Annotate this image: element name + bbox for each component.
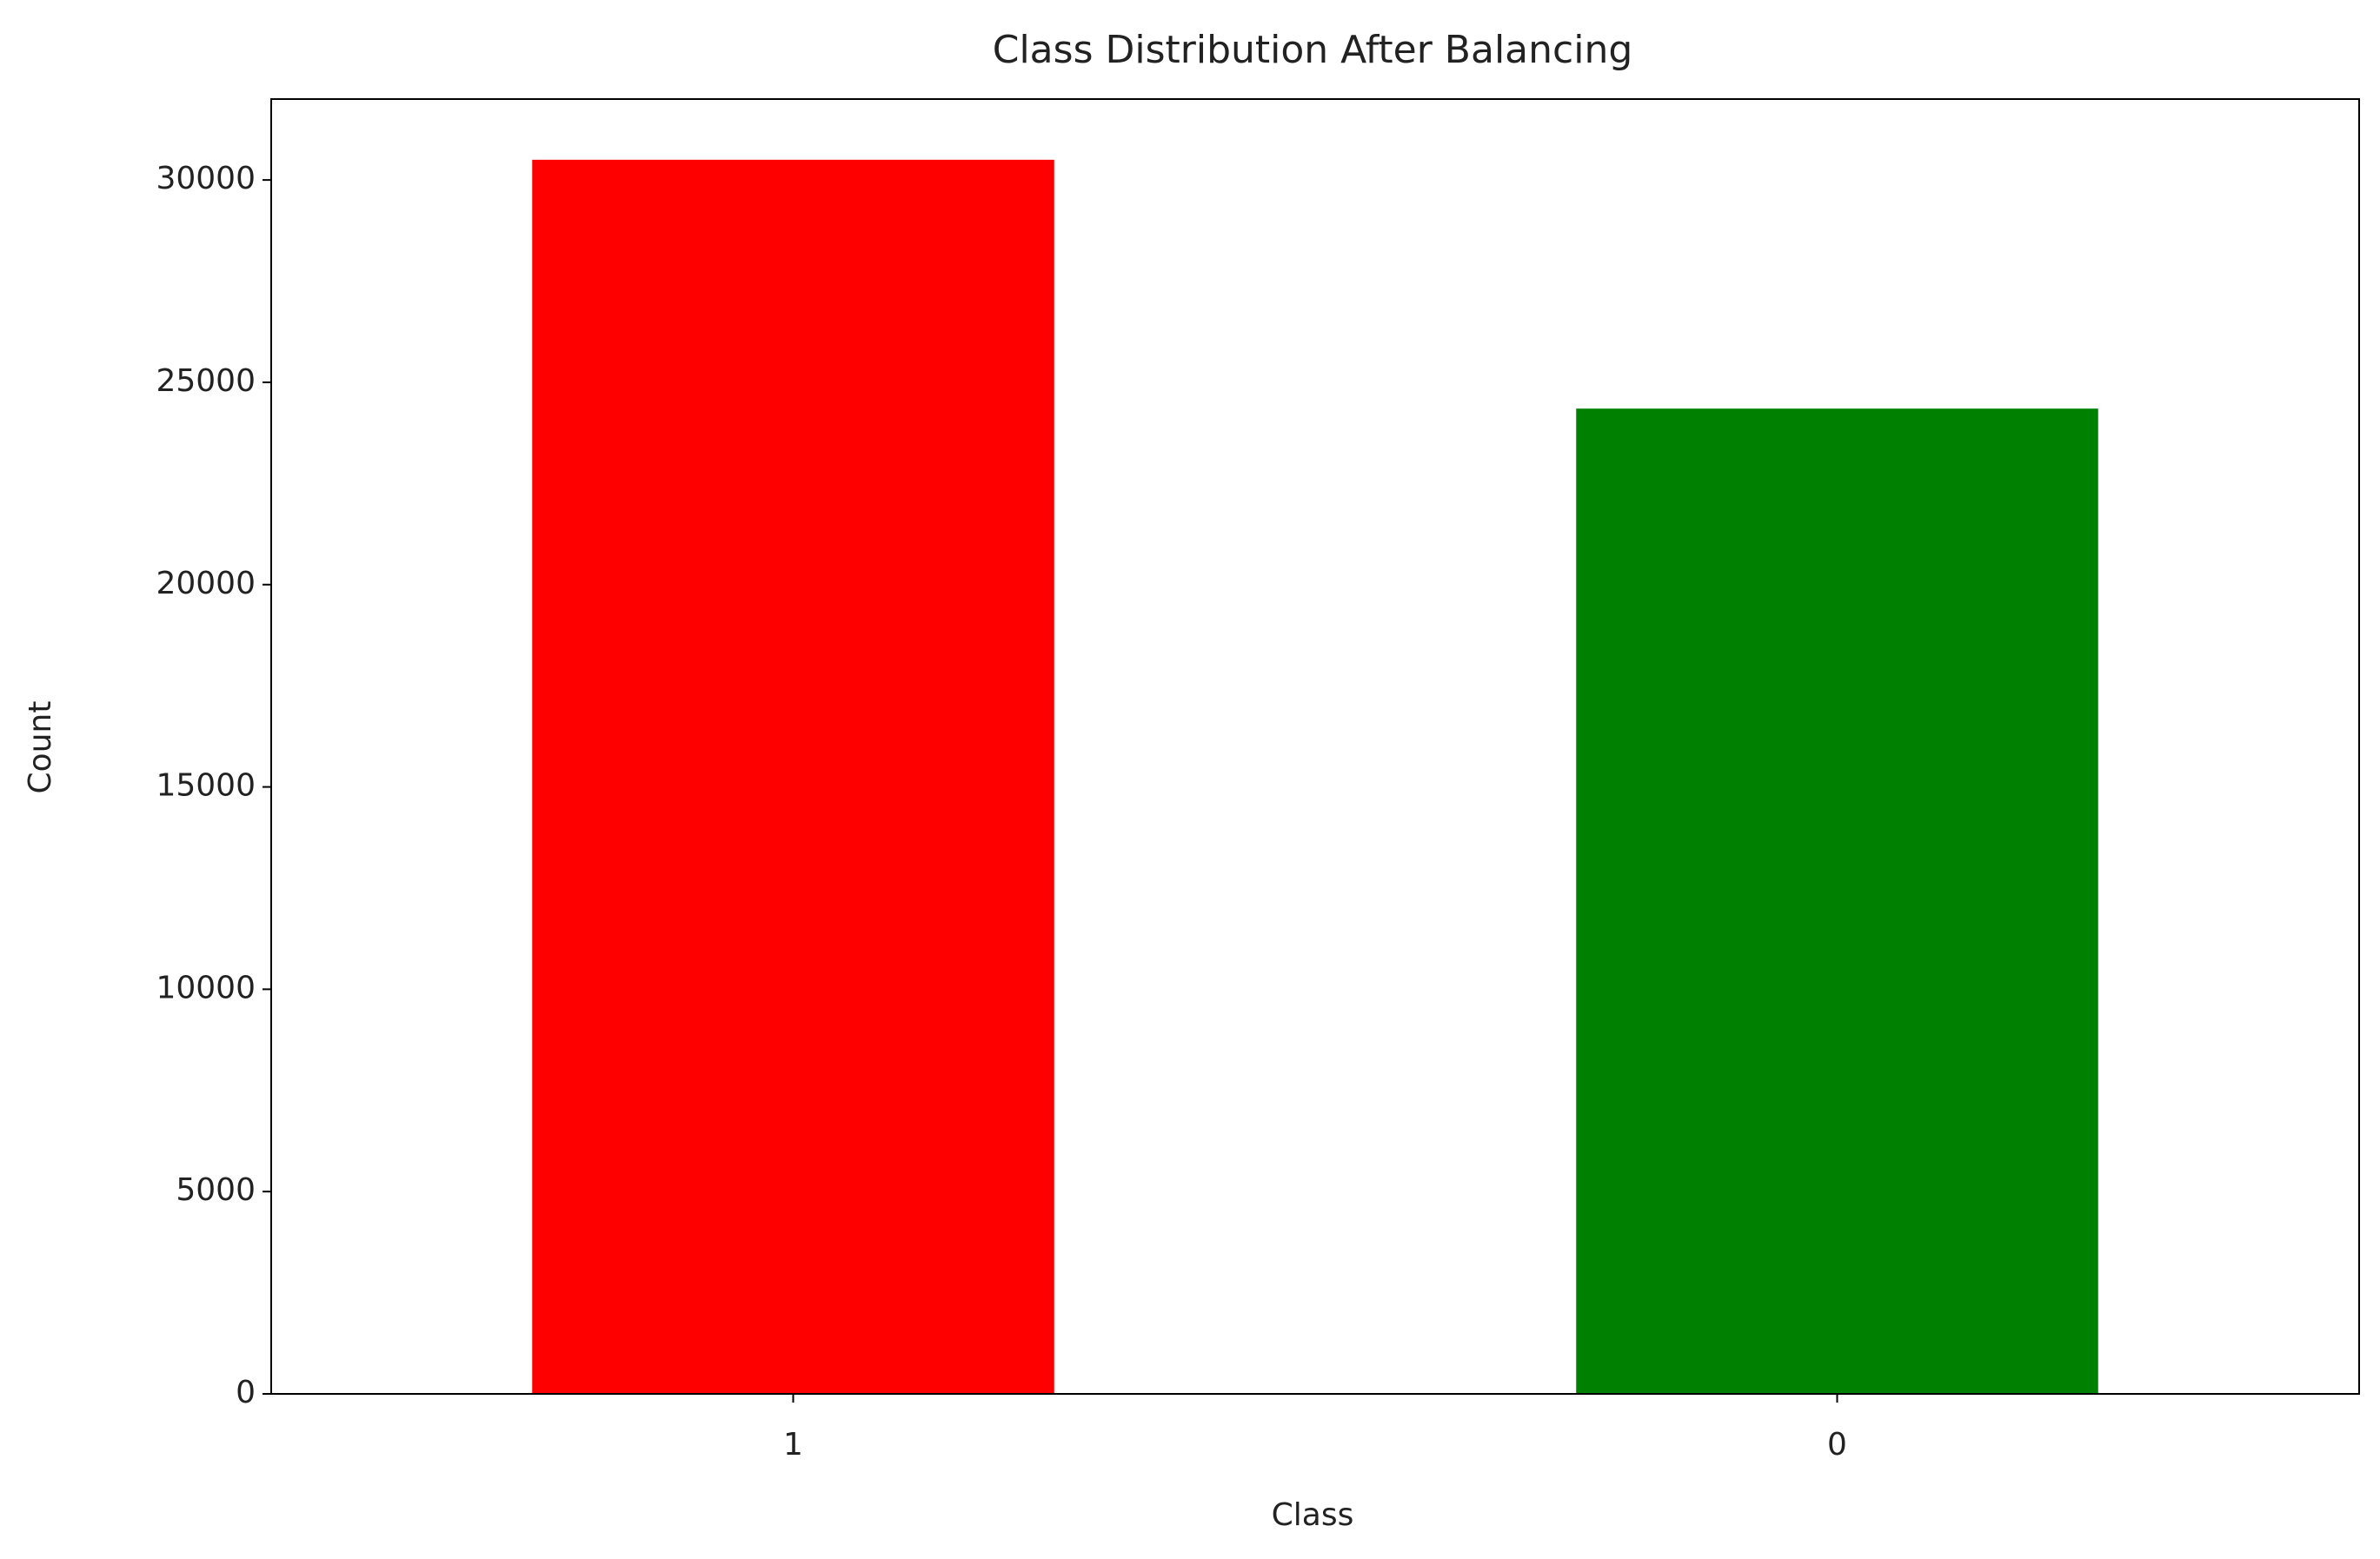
y-tick-label: 25000	[156, 363, 256, 399]
y-tick-label: 10000	[156, 970, 256, 1005]
y-axis-label: Count	[23, 701, 58, 794]
y-tick-label: 20000	[156, 566, 256, 601]
bar	[1576, 408, 2098, 1394]
y-tick-label: 15000	[156, 768, 256, 804]
bar	[532, 159, 1054, 1394]
y-tick-label: 30000	[156, 161, 256, 196]
x-axis-label: Class	[1272, 1497, 1354, 1533]
y-tick-label: 0	[236, 1375, 256, 1410]
y-tick-label: 5000	[176, 1172, 256, 1208]
chart-title: Class Distribution After Balancing	[993, 28, 1633, 72]
x-tick-label: 0	[1827, 1427, 1847, 1463]
plot-frame	[270, 98, 2360, 1395]
x-tick-label: 1	[783, 1427, 803, 1463]
